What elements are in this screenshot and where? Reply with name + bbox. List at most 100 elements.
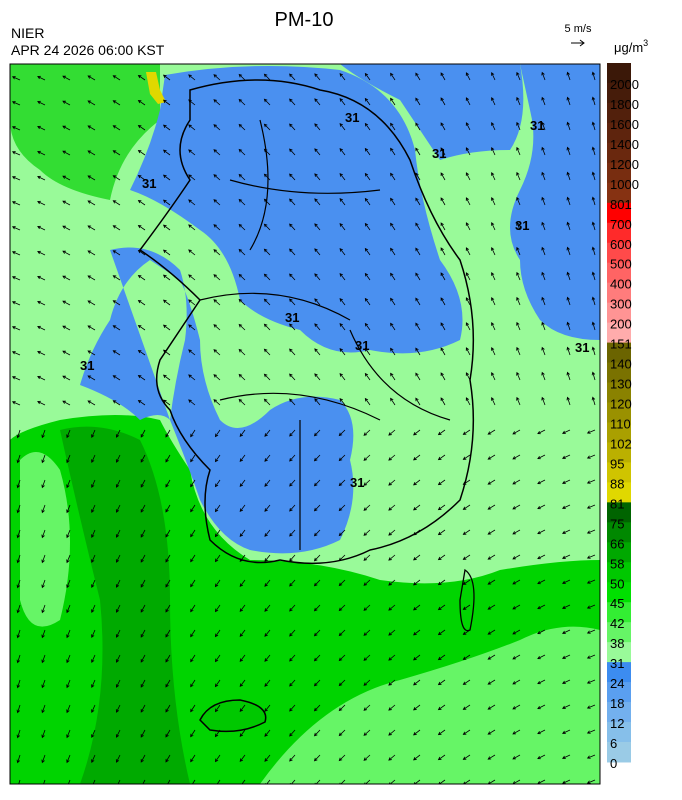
wind-arrow xyxy=(214,654,221,663)
wind-arrow xyxy=(390,397,396,406)
province-borders xyxy=(199,119,451,550)
wind-arrow xyxy=(16,654,21,664)
wind-arrow xyxy=(512,454,521,460)
colorbar-label: 58 xyxy=(610,556,624,571)
contour-label: 31 xyxy=(142,176,156,191)
wind-arrow xyxy=(16,704,21,714)
wind-arrow xyxy=(561,679,571,684)
colorbar-cell xyxy=(607,322,631,344)
colorbar-cell xyxy=(607,642,631,663)
wind-arrow xyxy=(16,554,21,564)
wind-arrow xyxy=(190,579,196,588)
wind-arrow xyxy=(388,779,396,784)
wind-arrow xyxy=(263,373,271,381)
colorbar-cell xyxy=(607,302,631,324)
wind-arrow xyxy=(115,754,121,763)
wind-arrow xyxy=(112,325,121,331)
wind-arrow xyxy=(512,504,521,510)
wind-arrow xyxy=(289,98,296,106)
wind-arrow xyxy=(415,197,421,206)
wind-arrow xyxy=(239,679,246,688)
wind-arrow xyxy=(238,148,246,156)
wind-arrow xyxy=(165,504,171,513)
wind-arrow xyxy=(364,779,371,784)
wind-arrow xyxy=(62,250,71,256)
wind-arrow xyxy=(561,729,571,734)
wind-arrow xyxy=(491,71,496,81)
wind-arrow xyxy=(289,579,296,587)
wind-arrow xyxy=(313,629,321,637)
wind-arrow xyxy=(37,250,46,256)
wind-arrow xyxy=(487,704,496,710)
wind-arrow xyxy=(239,579,246,588)
wind-arrow xyxy=(264,579,271,587)
wind-arrow xyxy=(16,604,21,614)
colorbar-label: 12 xyxy=(610,716,624,731)
wind-arrow xyxy=(289,704,296,712)
wind-arrow xyxy=(487,629,496,635)
wind-arrow xyxy=(112,375,121,381)
wind-arrow xyxy=(363,704,371,711)
colorbar-label: 110 xyxy=(610,417,631,432)
wind-arrow xyxy=(41,504,46,514)
light-green-patch xyxy=(20,452,70,627)
wind-arrow xyxy=(289,554,296,562)
colorbar-label: 600 xyxy=(610,237,632,252)
wind-arrow xyxy=(16,479,21,489)
wind-arrow xyxy=(339,123,346,131)
wind-arrow xyxy=(11,401,21,406)
colorbar-cell xyxy=(607,522,631,543)
wind-arrow xyxy=(390,172,396,181)
colorbar-cell xyxy=(607,402,631,423)
wind-arrow xyxy=(491,396,496,406)
wind-arrow xyxy=(190,729,196,738)
wind-arrow xyxy=(264,479,271,487)
wind-arrow xyxy=(537,529,546,535)
wind-arrow xyxy=(591,196,596,206)
wind-arrow xyxy=(62,75,71,81)
contour-label: 31 xyxy=(80,358,94,373)
wind-arrow xyxy=(213,124,221,131)
wind-arrow xyxy=(363,629,371,636)
wind-arrow xyxy=(537,579,546,585)
wind-arrow xyxy=(363,454,371,461)
wind-arrow xyxy=(516,296,521,306)
colorbar-label: 2000 xyxy=(610,77,639,92)
wind-arrow xyxy=(413,554,421,561)
wind-arrow xyxy=(188,99,196,106)
wind-arrow xyxy=(165,529,171,538)
wind-arrow xyxy=(363,604,371,611)
wind-arrow xyxy=(162,199,171,206)
wind-arrow xyxy=(415,347,421,356)
wind-arrow xyxy=(462,754,471,760)
wind-arrow xyxy=(213,324,221,331)
wind-arrow xyxy=(62,125,71,131)
wind-arrow xyxy=(238,323,246,331)
wind-arrow xyxy=(264,729,271,737)
wind-arrow xyxy=(313,479,321,487)
wind-arrow xyxy=(413,679,421,686)
wind-arrow xyxy=(561,554,571,559)
wind-arrow xyxy=(388,454,396,461)
wind-arrow xyxy=(390,247,396,256)
wind-arrow xyxy=(591,296,596,306)
wind-arrow xyxy=(487,454,496,460)
colorbar-label: 50 xyxy=(610,576,624,591)
wind-arrow xyxy=(541,71,546,81)
wind-arrow xyxy=(238,173,246,181)
wind-arrow xyxy=(289,223,296,231)
blue-region-west xyxy=(80,247,354,554)
wind-arrow xyxy=(388,504,396,511)
wind-arrow xyxy=(465,347,471,356)
wind-arrow xyxy=(566,121,571,131)
wind-arrow xyxy=(190,554,196,563)
wind-arrow xyxy=(66,429,71,439)
wind-arrow xyxy=(289,454,296,462)
colorbar-cell xyxy=(607,282,631,304)
wind-arrow xyxy=(115,729,121,738)
wind-arrow xyxy=(413,454,421,461)
wind-arrow xyxy=(440,372,446,381)
colorbar-cell xyxy=(607,222,631,244)
wind-arrow xyxy=(364,272,371,281)
